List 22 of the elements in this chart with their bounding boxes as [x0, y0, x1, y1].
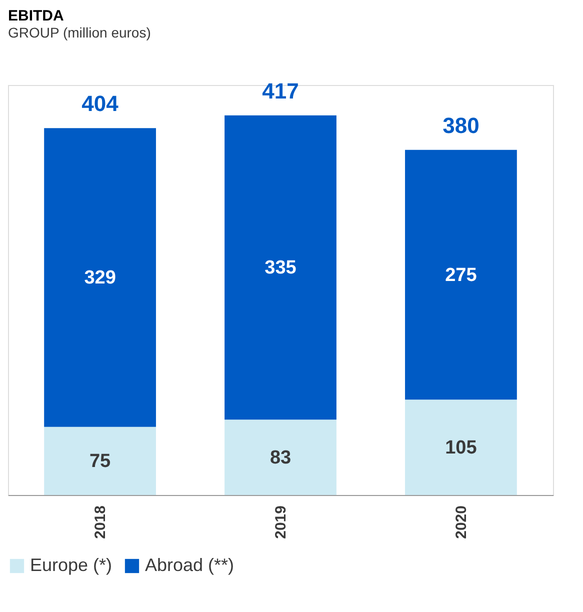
data-label: 83 — [270, 447, 292, 468]
chart-subtitle: GROUP (million euros) — [8, 24, 151, 40]
chart-title: EBITDA — [8, 7, 64, 24]
data-label: 275 — [445, 264, 478, 286]
bar — [44, 128, 156, 427]
bar — [44, 426, 156, 495]
total-label: 404 — [82, 91, 120, 116]
bar — [405, 400, 517, 495]
data-label: 75 — [89, 450, 112, 472]
bar — [224, 420, 336, 495]
bar — [224, 115, 336, 420]
total-label: 380 — [442, 112, 480, 138]
legend-label: Abroad (**) — [145, 555, 234, 575]
data-label: 335 — [264, 257, 297, 278]
x-tick-label: 2018 — [92, 506, 110, 539]
data-label: 329 — [84, 267, 116, 288]
data-label: 105 — [445, 437, 478, 458]
total-label: 417 — [262, 78, 299, 104]
legend-label: Europe (*) — [30, 555, 112, 575]
x-tick-label: 2019 — [272, 506, 290, 539]
bar — [405, 150, 517, 400]
x-tick-label: 2020 — [452, 506, 470, 539]
